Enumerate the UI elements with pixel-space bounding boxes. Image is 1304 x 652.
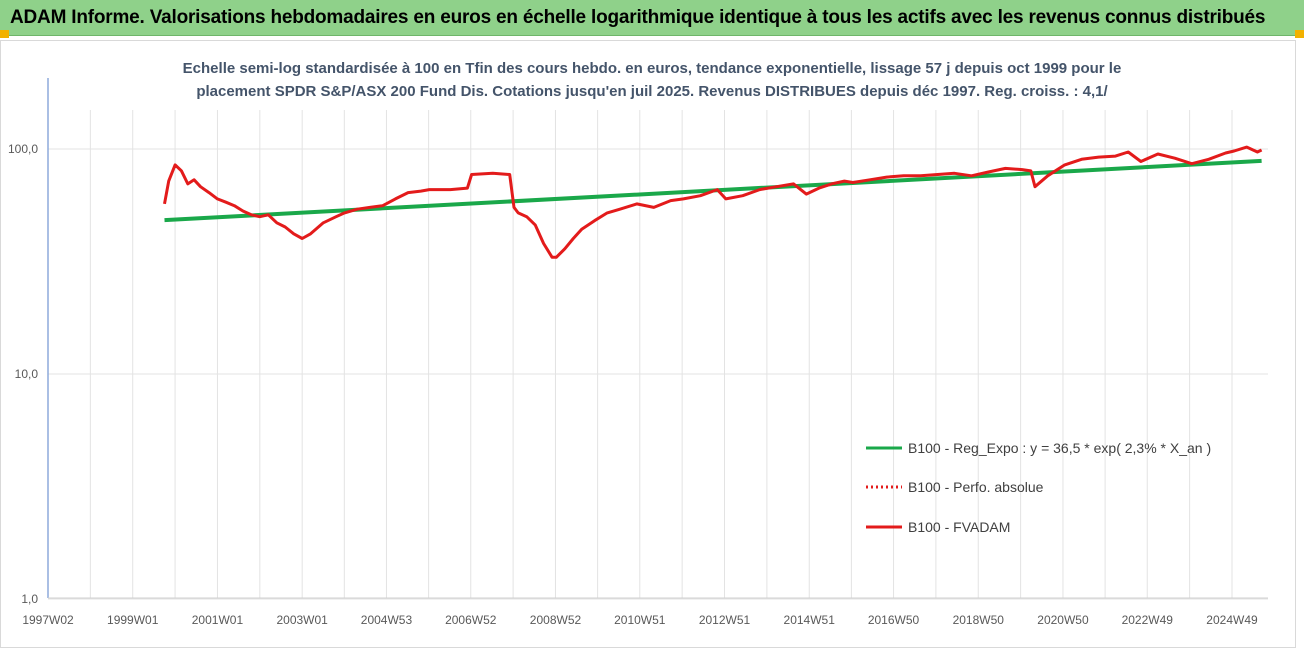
- legend-perf-label: B100 - Perfo. absolue: [908, 479, 1044, 495]
- x-tick-label: 2012W51: [699, 613, 751, 627]
- x-tick-label: 1997W02: [22, 613, 74, 627]
- title-banner: ADAM Informe. Valorisations hebdomadaire…: [0, 0, 1304, 38]
- x-tick-label: 2004W53: [361, 613, 413, 627]
- legend-trend-label: B100 - Reg_Expo : y = 36,5 * exp( 2,3% *…: [908, 440, 1211, 456]
- x-tick-label: 2008W52: [530, 613, 582, 627]
- y-tick-label: 1,0: [21, 592, 38, 606]
- x-tick-label: 2003W01: [276, 613, 328, 627]
- series-fvadam-line: [163, 145, 1263, 259]
- x-tick-label: 2018W50: [953, 613, 1005, 627]
- y-tick-label: 10,0: [15, 367, 39, 381]
- x-tick-label: 1999W01: [107, 613, 159, 627]
- x-tick-label: 2016W50: [868, 613, 920, 627]
- chart-title-line-2: placement SPDR S&P/ASX 200 Fund Dis. Cot…: [196, 83, 1108, 100]
- x-tick-label: 2010W51: [614, 613, 666, 627]
- chart-area: [0, 40, 1296, 648]
- x-tick-label: 2020W50: [1037, 613, 1089, 627]
- legend-fvadam-label: B100 - FVADAM: [908, 519, 1010, 535]
- x-tick-label: 2001W01: [192, 613, 244, 627]
- banner-corner-right: [1295, 30, 1304, 38]
- chart-title-line-1: Echelle semi-log standardisée à 100 en T…: [182, 60, 1122, 77]
- y-tick-label: 100,0: [8, 142, 38, 156]
- report-title: ADAM Informe. Valorisations hebdomadaire…: [10, 7, 1266, 28]
- x-tick-label: 2006W52: [445, 613, 497, 627]
- x-tick-label: 2024W49: [1206, 613, 1258, 627]
- banner-corner-left: [0, 30, 9, 38]
- x-tick-label: 2022W49: [1122, 613, 1174, 627]
- x-tick-label: 2014W51: [784, 613, 836, 627]
